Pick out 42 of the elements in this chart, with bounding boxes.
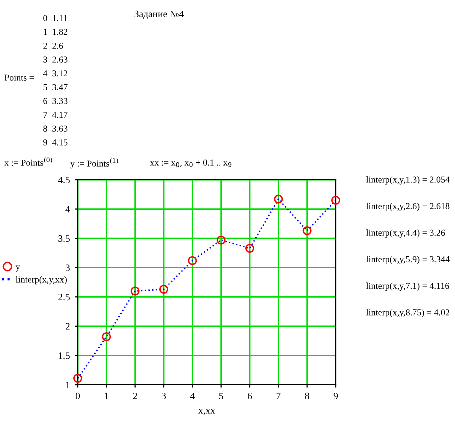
- x-tick-label: 2: [133, 392, 138, 400]
- text: linterp(x,y,4.4) = 3.26: [366, 230, 446, 238]
- text: xx := x$_{0}$, x$_{0}$ + 0.1 .. x$_{9}$: [150, 160, 232, 168]
- text: linterp(x,y,5.9) = 3.344: [366, 256, 450, 264]
- text: 6 3.33: [44, 98, 68, 104]
- text: 0 1.11: [44, 15, 68, 22]
- text: 7 4.17: [44, 112, 68, 118]
- text: linterp(x,y,2.6) = 2.618: [366, 203, 450, 212]
- y-tick-label: 1: [66, 382, 70, 388]
- y-tick-label: 2.5: [58, 294, 70, 301]
- chart-title: Задание №4: [134, 10, 184, 20]
- text: 5 3.47: [44, 84, 68, 90]
- y-tick-label: 3.5: [58, 236, 70, 242]
- text: 9 4.15: [44, 140, 68, 146]
- text: linterp(x,y,7.1) = 4.116: [366, 282, 450, 291]
- x-tick-label: 1: [105, 392, 109, 400]
- x-tick-label: 7: [276, 393, 281, 400]
- legend-label: linterp(x,y,xx): [16, 276, 67, 285]
- text: 3 2.63: [44, 56, 68, 63]
- y-tick-label: 3: [66, 264, 70, 272]
- x-axis-title: x,xx: [198, 409, 216, 416]
- x-tick-label: 0: [76, 392, 80, 400]
- text: y := Points$^{(1)}$: [70, 158, 118, 169]
- y-tick-label: 2: [66, 323, 70, 330]
- text: linterp(x,y,8.75) = 4.02: [366, 309, 450, 318]
- x-tick-label: 4: [190, 392, 195, 400]
- x-tick-label: 8: [305, 392, 310, 400]
- y-tick-label: 4: [66, 206, 70, 213]
- x-tick-label: 3: [162, 392, 166, 400]
- text: x := Points$^{(0)}$: [4, 158, 52, 166]
- x-tick-label: 5: [219, 393, 224, 400]
- text: 2 2.6: [44, 42, 64, 50]
- text: Points =: [4, 74, 34, 81]
- x-tick-label: 9: [334, 392, 338, 400]
- y-tick-label: 4.5: [58, 176, 70, 184]
- x-tick-label: 6: [248, 392, 252, 400]
- legend-label: y: [16, 266, 20, 272]
- text: 1 1.82: [44, 29, 68, 36]
- text: 4 3.12: [43, 70, 68, 77]
- text: 8 3.63: [44, 126, 68, 132]
- text: linterp(x,y,1.3) = 2.054: [366, 176, 450, 185]
- y-tick-label: 1.5: [59, 352, 70, 360]
